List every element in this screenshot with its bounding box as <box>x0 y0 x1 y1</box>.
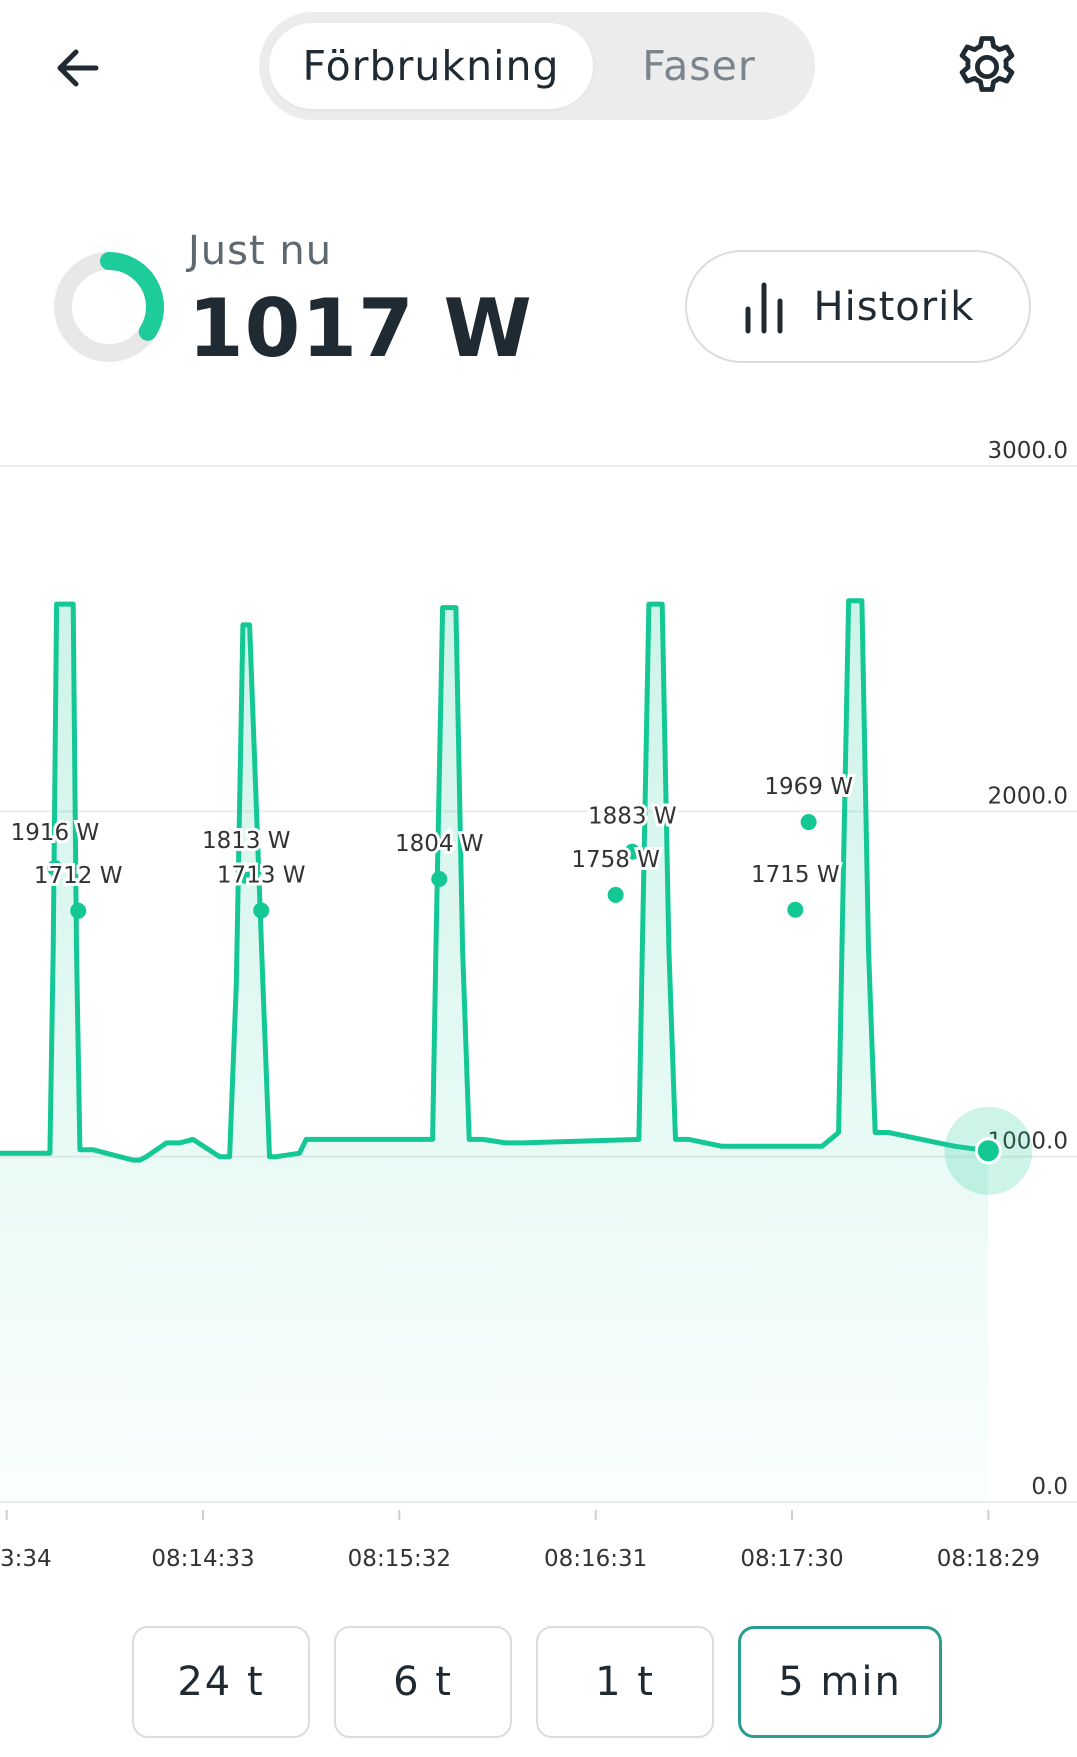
gear-icon <box>959 36 1015 92</box>
tab-faser[interactable]: Faser <box>642 42 756 90</box>
annotation-label: 1804 W <box>395 831 484 857</box>
annotation-point <box>238 867 255 884</box>
annotation-point <box>431 871 448 888</box>
current-point <box>974 1137 1002 1165</box>
annotation-point <box>253 902 270 919</box>
power-area <box>0 600 989 1502</box>
history-button[interactable]: Historik <box>685 250 1031 363</box>
annotation-label: 1712 W <box>34 863 123 889</box>
range-6h-button[interactable]: 6 t <box>334 1626 512 1738</box>
tab-forbrukning[interactable]: Förbrukning <box>269 23 593 109</box>
back-button[interactable] <box>40 30 116 106</box>
settings-button[interactable] <box>946 26 1028 108</box>
annotation-label: 1758 W <box>571 847 660 873</box>
power-line <box>0 598 989 1163</box>
annotation-label: 1883 W <box>588 804 677 830</box>
range-5min-button[interactable]: 5 min <box>738 1626 942 1738</box>
x-tick-label: 08:17:30 <box>740 1546 843 1572</box>
x-tick-label: 3:34 <box>0 1546 52 1572</box>
x-tick-label: 08:18:29 <box>937 1546 1040 1572</box>
arrow-left-icon <box>57 49 99 87</box>
current-usage-ring <box>54 252 164 362</box>
annotation-point <box>70 902 87 919</box>
annotation-point <box>624 843 641 860</box>
view-segmented-control: Förbrukning Faser <box>259 12 815 120</box>
annotation-label: 1715 W <box>751 862 840 888</box>
x-tick-label: 08:14:33 <box>151 1546 254 1572</box>
annotation-label: 1813 W <box>202 828 291 854</box>
annotation-point <box>800 814 817 831</box>
y-tick-label: 2000.0 <box>988 783 1068 809</box>
range-24h-button[interactable]: 24 t <box>132 1626 310 1738</box>
range-1h-button[interactable]: 1 t <box>536 1626 714 1738</box>
x-tick-label: 08:16:31 <box>544 1546 647 1572</box>
history-button-label: Historik <box>813 283 975 330</box>
annotation-label: 1916 W <box>11 820 100 846</box>
current-value: 1017 W <box>188 282 533 375</box>
annotation-label: 1969 W <box>764 774 853 800</box>
annotation-point <box>607 886 624 903</box>
current-label: Just nu <box>188 228 333 274</box>
time-range-selector: 24 t 6 t 1 t 5 min <box>0 1626 1077 1742</box>
bar-chart-icon <box>745 282 783 333</box>
annotation-point <box>787 901 804 918</box>
annotation-label: 1713 W <box>217 862 306 888</box>
annotation-point <box>46 859 63 876</box>
y-tick-label: 3000.0 <box>988 438 1068 464</box>
y-tick-label: 0.0 <box>1031 1474 1068 1500</box>
x-tick-label: 08:15:32 <box>348 1546 451 1572</box>
